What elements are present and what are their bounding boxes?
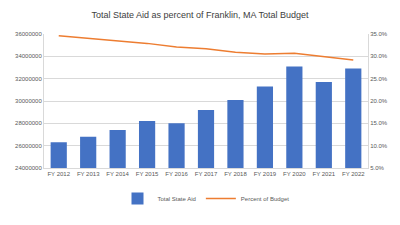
svg-text:Total State Aid: Total State Aid xyxy=(158,196,196,202)
svg-text:10.0%: 10.0% xyxy=(370,143,388,149)
svg-text:FY 2022: FY 2022 xyxy=(342,171,365,177)
svg-text:Percent of Budget: Percent of Budget xyxy=(241,196,289,202)
svg-text:FY 2014: FY 2014 xyxy=(106,171,129,177)
svg-text:28000000: 28000000 xyxy=(15,120,42,126)
svg-text:FY 2013: FY 2013 xyxy=(77,171,100,177)
svg-text:FY 2020: FY 2020 xyxy=(283,171,306,177)
svg-text:32000000: 32000000 xyxy=(15,76,42,82)
svg-text:FY 2015: FY 2015 xyxy=(136,171,159,177)
svg-text:30.0%: 30.0% xyxy=(370,53,388,59)
svg-text:15.0%: 15.0% xyxy=(370,120,388,126)
svg-text:20.0%: 20.0% xyxy=(370,98,388,104)
svg-text:FY 2017: FY 2017 xyxy=(195,171,218,177)
svg-text:24000000: 24000000 xyxy=(15,165,42,171)
svg-text:5.0%: 5.0% xyxy=(370,165,384,171)
svg-text:26000000: 26000000 xyxy=(15,143,42,149)
svg-text:Total State Aid as percent of: Total State Aid as percent of Franklin, … xyxy=(92,10,309,20)
svg-text:30000000: 30000000 xyxy=(15,98,42,104)
svg-text:25.0%: 25.0% xyxy=(370,76,388,82)
svg-text:FY 2016: FY 2016 xyxy=(165,171,188,177)
svg-text:34000000: 34000000 xyxy=(15,53,42,59)
svg-text:FY 2018: FY 2018 xyxy=(224,171,247,177)
svg-text:FY 2012: FY 2012 xyxy=(47,171,70,177)
svg-text:FY 2019: FY 2019 xyxy=(254,171,277,177)
svg-text:FY 2021: FY 2021 xyxy=(313,171,336,177)
svg-text:35.0%: 35.0% xyxy=(370,31,388,37)
svg-text:36000000: 36000000 xyxy=(15,31,42,37)
